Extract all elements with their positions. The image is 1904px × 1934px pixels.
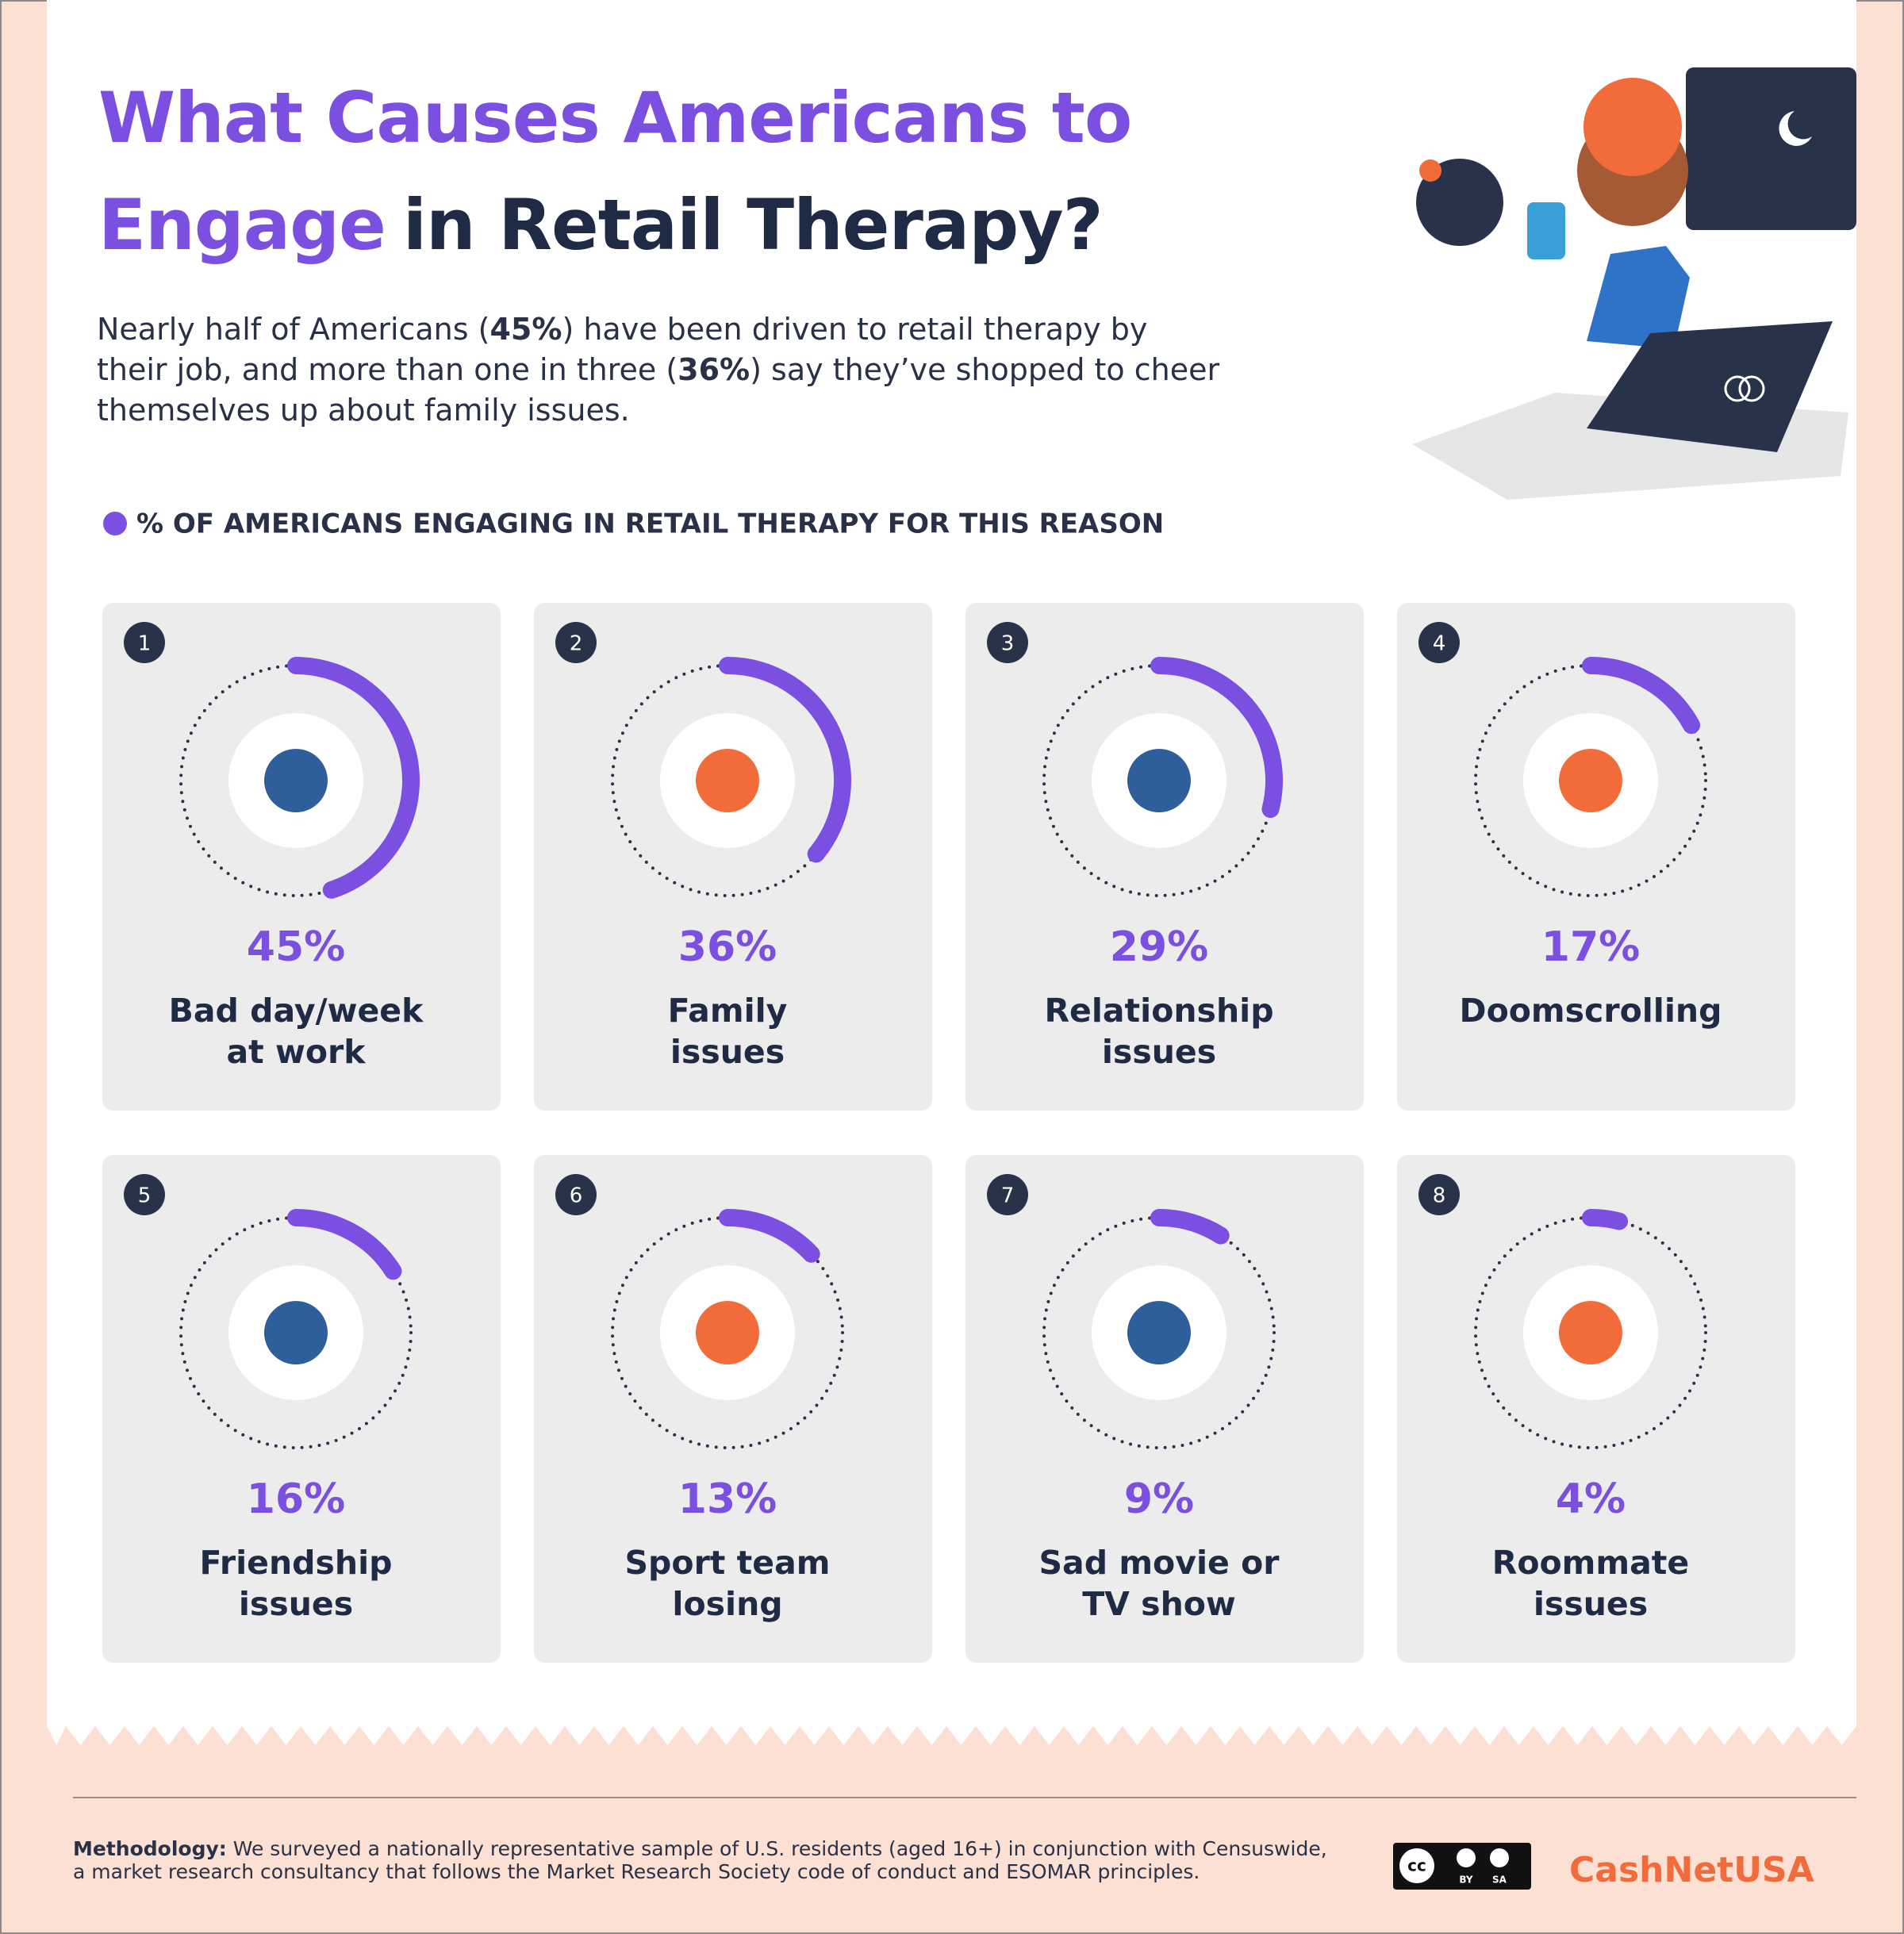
license-text: BY [1459,1875,1472,1886]
icon [1127,749,1191,812]
card-label: Family [668,992,788,1030]
card-label: TV show [1082,1585,1236,1623]
ring-arc [719,657,851,863]
card-label: Sport team [625,1544,831,1582]
card [102,1155,501,1663]
rank-badge [1418,1174,1460,1215]
value-label: 16% [247,1475,345,1523]
icon [1559,749,1622,812]
intro-stat: 45% [489,312,562,347]
intro-text: Nearly half of Americans ( [97,312,490,347]
rank-badge [124,622,165,663]
card-label: Doomscrolling [1460,992,1722,1030]
rank: 4 [1433,632,1446,656]
rank: 2 [570,632,583,656]
intro-text: ) have been driven to retail therapy by … [97,312,1148,387]
value-label: 45% [247,923,345,971]
legend-text: % OF AMERICANS ENGAGING IN RETAIL THERAP… [136,508,1164,540]
legend-dot [103,512,127,535]
ring-arc [1150,1209,1230,1245]
card [534,1155,932,1663]
icon [696,749,759,812]
icon [1559,1301,1622,1364]
card-label: Friendship [200,1544,393,1582]
card-label: Relationship [1044,992,1273,1030]
methodology: Methodology: We surveyed a nationally re… [73,1837,1374,1883]
value-label: 13% [678,1475,777,1523]
card-label: Sad movie or [1039,1544,1280,1582]
ring-arc [287,1209,402,1280]
illustration [1412,67,1856,500]
value-label: 29% [1110,923,1208,971]
value-label: 36% [678,923,777,971]
license-icon [1490,1848,1509,1867]
icon [1127,1301,1191,1364]
rank: 8 [1433,1184,1446,1208]
intro-stat: 36% [678,352,750,387]
card-label: issues [670,1033,785,1071]
card-label: losing [672,1585,782,1623]
rank-badge [987,1174,1028,1215]
methodology-text: We surveyed a nationally representative … [232,1837,1327,1860]
card [1397,1155,1795,1663]
card-label: issues [1534,1585,1648,1623]
value-label: 9% [1124,1475,1194,1523]
icon [264,1301,328,1364]
title-highlight: Engage [98,184,386,266]
rank-badge [987,622,1028,663]
card-label: Roommate [1492,1544,1689,1582]
rank: 7 [1001,1184,1015,1208]
methodology-label: Methodology: [73,1837,227,1860]
value-label: 4% [1556,1475,1626,1523]
title-highlight: What Causes Americans to [98,77,1131,159]
methodology-text: a market research consultancy that follo… [73,1860,1200,1883]
license-icon [1399,1848,1434,1883]
ring-arc [1582,657,1701,735]
card [965,1155,1364,1663]
rank: 6 [570,1184,583,1208]
card [1397,603,1795,1111]
card-label: issues [1102,1033,1216,1071]
card-label: at work [226,1033,367,1071]
brand: CashNetUSA [1569,1850,1814,1890]
rank-badge [1418,622,1460,663]
icon [696,1301,759,1364]
icon [264,749,328,812]
card-label: Bad day/week [169,992,424,1030]
rank-badge [555,622,597,663]
license-text: SA [1492,1875,1507,1886]
title: Engage in Retail Therapy? [98,184,1103,266]
license-icon [1457,1848,1476,1867]
ring-arc [719,1209,820,1263]
ring-arc [287,657,420,899]
rank: 3 [1001,632,1015,656]
intro-text: ) say they’ve shopped to cheer themselve… [97,352,1220,428]
value-label: 17% [1541,923,1640,971]
rank-badge [124,1174,165,1215]
rank-badge [555,1174,597,1215]
intro: Nearly half of Americans (45%) have been… [97,309,1223,431]
ring-arc [1150,657,1283,819]
ring-arc [1582,1209,1629,1230]
license-text: cc [1407,1856,1426,1875]
rank: 1 [138,632,152,656]
rank: 5 [138,1184,152,1208]
card-label: issues [239,1585,353,1623]
title-rest: in Retail Therapy? [403,184,1103,266]
